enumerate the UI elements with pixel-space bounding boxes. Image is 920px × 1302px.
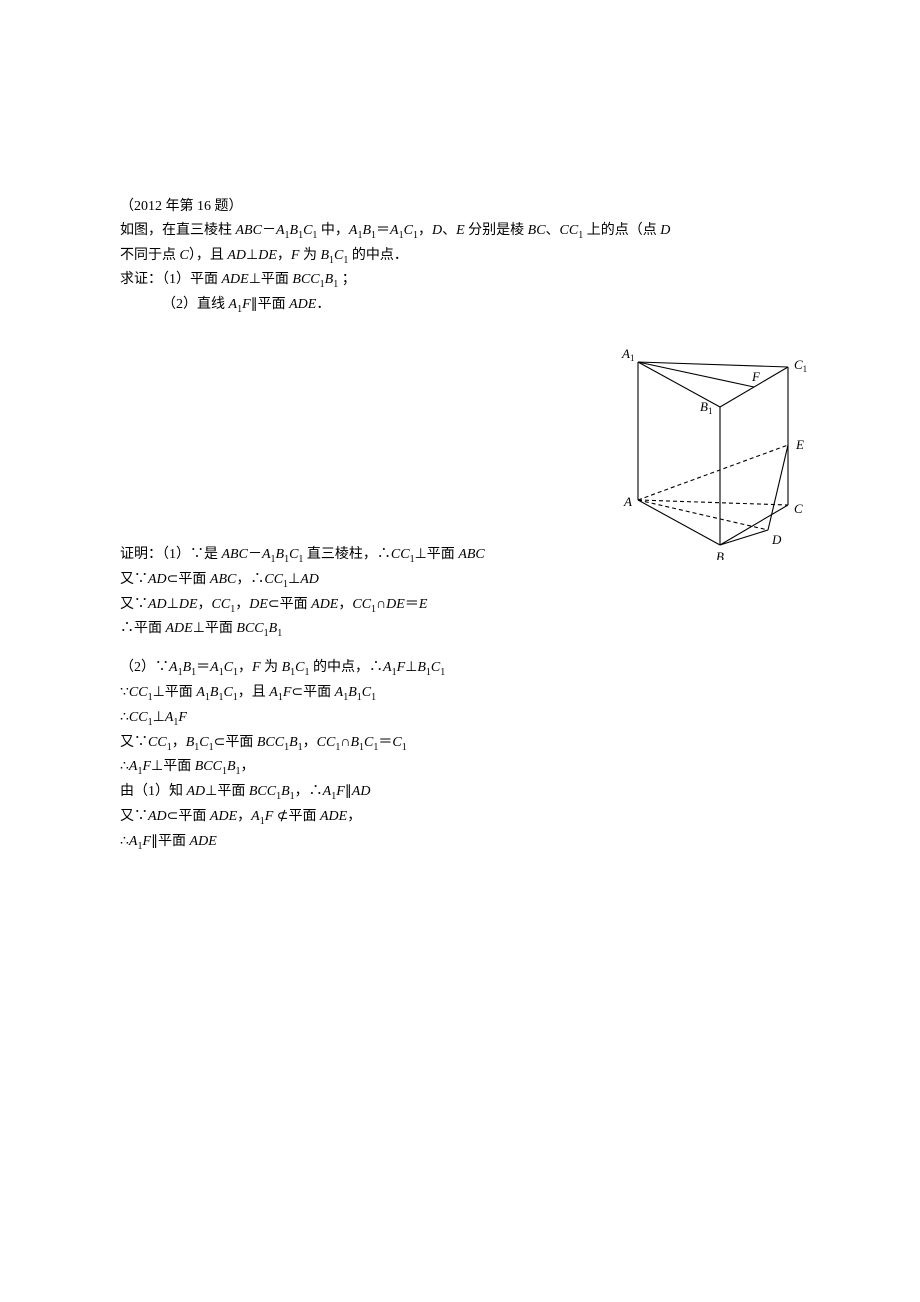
prism-diagram: ABCDEA1B1C1F [620,340,825,569]
svg-text:C: C [794,501,803,516]
svg-text:C1: C1 [794,357,807,374]
svg-text:A1: A1 [621,346,634,363]
proof-2-line-3: ∴CC1⊥A1F [120,706,800,731]
page: （2012 年第 16 题） 如图，在直三棱柱 ABC－A1B1C1 中，A1B… [0,0,920,1302]
problem-line-2: 不同于点 C），且 AD⊥DE，F 为 B1C1 的中点． [120,244,800,269]
svg-text:A: A [623,494,632,509]
proof-3-line-3: ∴A1F∥平面 ADE [120,830,800,855]
proof-1-line-4: ∴平面 ADE⊥平面 BCC1B1 [120,617,800,642]
problem-ask-1: 求证：（1）平面 ADE⊥平面 BCC1B1 ； [120,268,800,293]
svg-text:D: D [771,532,782,547]
proof-2-line-4: 又∵CC1，B1C1⊂平面 BCC1B1，CC1∩B1C1＝C1 [120,731,800,756]
proof-2-line-2: ∵CC1⊥平面 A1B1C1，且 A1F⊂平面 A1B1C1 [120,681,800,706]
problem-ask-2: （2）直线 A1F∥平面 ADE． [120,293,800,318]
problem-line-1: 如图，在直三棱柱 ABC－A1B1C1 中，A1B1＝A1C1，D、E 分别是棱… [120,219,800,244]
svg-text:E: E [795,437,804,452]
svg-text:B: B [716,549,724,560]
proof-2-line-1: （2）∵A1B1＝A1C1，F 为 B1C1 的中点，∴A1F⊥B1C1 [120,656,800,681]
svg-text:F: F [751,369,761,384]
proof-1-line-2: 又∵AD⊂平面 ABC，∴CC1⊥AD [120,568,800,593]
problem-year: （2012 年第 16 题） [120,195,800,219]
proof-block: 证明：（1）∵是 ABC－A1B1C1 直三棱柱，∴CC1⊥平面 ABC 又∵A… [120,543,800,855]
proof-3-line-1: 由（1）知 AD⊥平面 BCC1B1，∴A1F∥AD [120,780,800,805]
prism-svg: ABCDEA1B1C1F [620,340,825,560]
proof-1-line-3: 又∵AD⊥DE，CC1，DE⊂平面 ADE，CC1∩DE＝E [120,593,800,618]
proof-3-line-2: 又∵AD⊂平面 ADE，A1F ⊄平面 ADE， [120,805,800,830]
year-label: （2012 年第 16 题） [120,199,243,214]
content: （2012 年第 16 题） 如图，在直三棱柱 ABC－A1B1C1 中，A1B… [120,195,800,855]
problem-text: （2012 年第 16 题） 如图，在直三棱柱 ABC－A1B1C1 中，A1B… [120,195,800,318]
proof-2-line-5: ∴A1F⊥平面 BCC1B1， [120,755,800,780]
